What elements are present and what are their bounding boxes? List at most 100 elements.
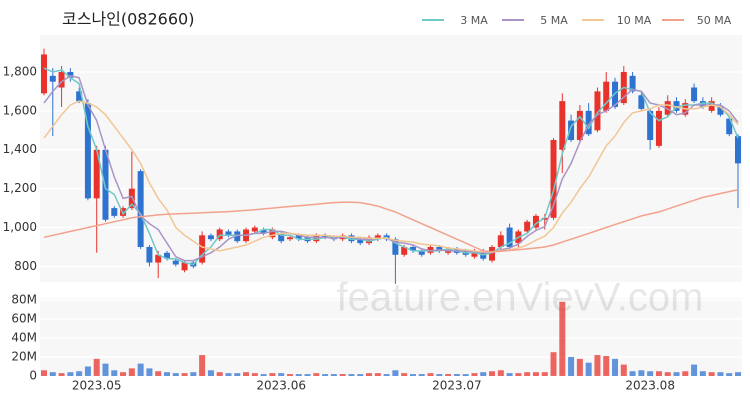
volume-bar <box>418 374 425 376</box>
candle-body <box>41 54 47 94</box>
volume-bar <box>541 372 548 376</box>
volume-bar <box>699 371 706 376</box>
volume-bar <box>260 374 267 376</box>
volume-bar <box>225 373 232 376</box>
volume-bar <box>436 374 443 376</box>
y-tick-label: 80M <box>11 292 37 306</box>
volume-bar <box>374 373 381 376</box>
volume-bar <box>401 373 408 376</box>
volume-bar <box>515 373 522 376</box>
candle-body <box>427 246 434 253</box>
candle-body <box>576 110 583 141</box>
candle-body <box>717 106 724 115</box>
x-tick-label: 2023.06 <box>256 379 306 393</box>
candle-body <box>357 239 364 244</box>
candle-body <box>726 118 733 135</box>
candle-body <box>93 149 100 199</box>
candle-body <box>295 235 302 240</box>
volume-bar <box>524 372 531 376</box>
candle-body <box>559 101 566 150</box>
candle-body <box>181 262 188 271</box>
candle-body <box>506 227 513 247</box>
candle-body <box>216 229 223 240</box>
y-tick-label: 1,800 <box>3 64 37 78</box>
candle-body <box>251 227 258 232</box>
volume-bar <box>726 373 733 376</box>
volume-bar <box>647 371 654 376</box>
candle-body <box>691 87 698 102</box>
candle-body <box>111 208 118 216</box>
candle-body <box>155 254 162 263</box>
candle-body <box>647 110 654 141</box>
candle-body <box>629 75 636 92</box>
volume-bar <box>506 373 513 376</box>
x-tick-label: 2023.07 <box>432 379 482 393</box>
volume-bar <box>409 374 416 376</box>
candle-body <box>532 215 539 228</box>
volume-bar <box>102 363 109 376</box>
legend-label: 10 MA <box>617 14 652 27</box>
candle-body <box>322 235 329 238</box>
volume-bar <box>67 372 74 376</box>
candle-body <box>84 103 91 199</box>
volume-bar <box>594 355 601 376</box>
volume-bar <box>532 372 539 376</box>
candle-body <box>550 140 557 218</box>
volume-bar <box>489 371 496 376</box>
volume-bar <box>497 370 504 376</box>
y-tick-label: 0 <box>29 369 37 383</box>
y-tick-label: 1,200 <box>3 181 37 195</box>
candle-body <box>172 260 179 265</box>
candle-body <box>199 235 206 263</box>
candle-body <box>137 171 144 247</box>
volume-bar <box>251 373 258 376</box>
volume-bar <box>480 372 487 376</box>
candle-body <box>286 237 293 240</box>
volume-bar <box>155 371 162 376</box>
volume-bar <box>445 374 452 376</box>
volume-plot-area <box>40 298 742 376</box>
candle-body <box>673 101 680 111</box>
volume-bar <box>717 372 724 376</box>
candle-body <box>638 95 645 109</box>
volume-bar <box>462 374 469 376</box>
candle-body <box>348 235 355 242</box>
candle-body <box>401 246 408 255</box>
y-tick-label: 60M <box>11 311 37 325</box>
volume-bar <box>93 358 100 376</box>
volume-bar <box>568 356 575 376</box>
volume-bar <box>128 368 135 376</box>
candle-body <box>128 188 135 209</box>
candle-body <box>207 235 214 240</box>
volume-bar <box>146 368 153 376</box>
candle-body <box>436 246 443 251</box>
volume-bar <box>216 372 223 376</box>
volume-bar <box>576 358 583 376</box>
volume-bar <box>243 372 250 376</box>
volume-bar <box>190 372 197 376</box>
volume-bar <box>120 372 127 376</box>
candle-body <box>585 110 592 135</box>
volume-bar <box>550 352 557 376</box>
y-tick-label: 20M <box>11 349 37 363</box>
candle-body <box>49 75 56 82</box>
candle-body <box>409 246 416 251</box>
volume-bar <box>392 370 399 376</box>
candle-body <box>524 221 531 232</box>
y-tick-label: 1,400 <box>3 142 37 156</box>
volume-bar <box>691 364 698 376</box>
candle-body <box>418 250 425 255</box>
volume-bar <box>366 373 373 376</box>
candle-body <box>225 231 232 236</box>
candle-body <box>313 235 320 242</box>
volume-bar <box>137 363 144 376</box>
legend-label: 3 MA <box>460 14 488 27</box>
volume-bar <box>673 372 680 376</box>
volume-bar <box>620 364 627 376</box>
candle-body <box>568 120 575 141</box>
candle-body <box>655 110 662 146</box>
y-tick-label: 1,600 <box>3 103 37 117</box>
volume-bar <box>330 374 337 376</box>
volume-bar <box>453 374 460 376</box>
volume-bar <box>471 373 478 376</box>
